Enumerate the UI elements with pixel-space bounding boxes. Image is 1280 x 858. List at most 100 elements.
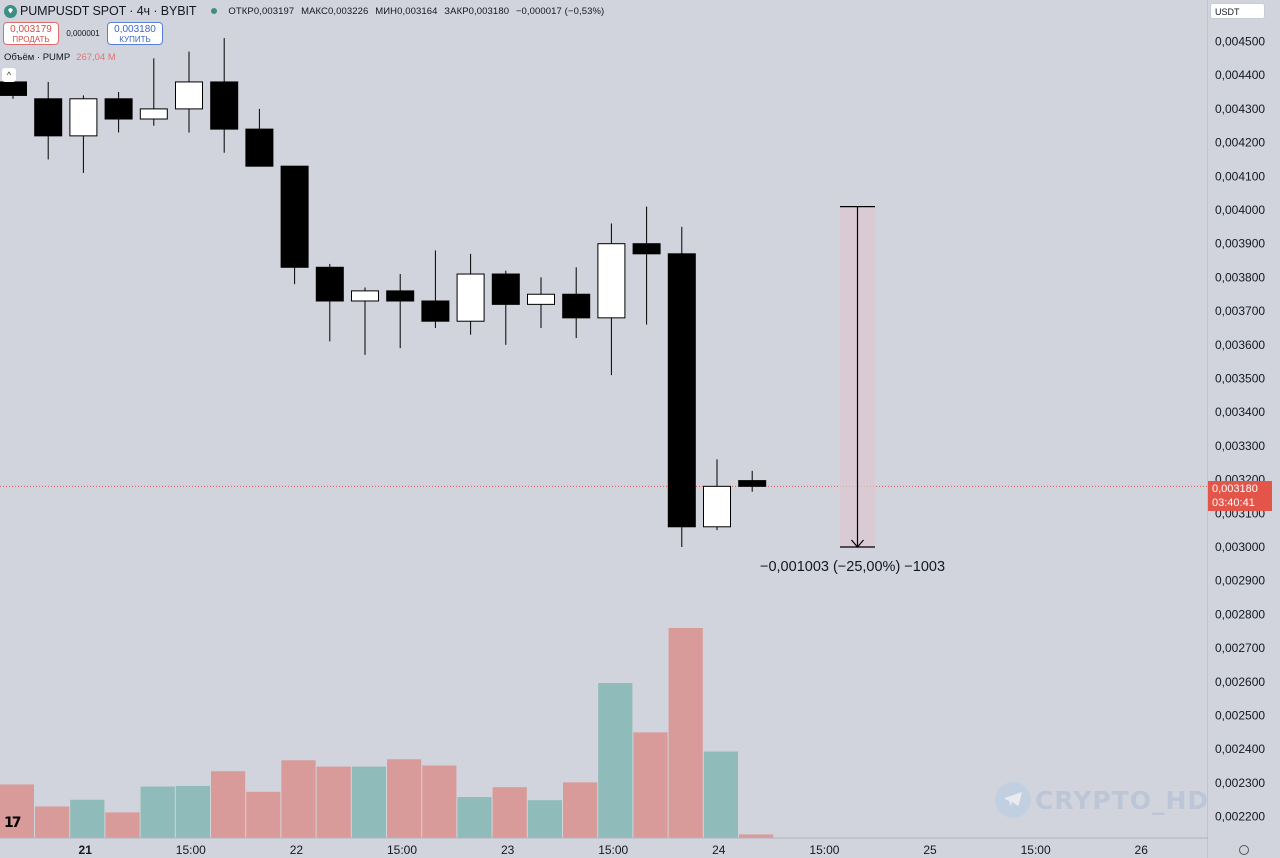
price-tick-label: 0,002900	[1215, 574, 1265, 588]
price-tick-label: 0,003400	[1215, 405, 1265, 419]
time-tick-label: 23	[501, 843, 515, 857]
symbol-logo-icon	[4, 4, 17, 18]
volume-bar	[739, 834, 774, 838]
buy-button[interactable]: 0,003180 КУПИТЬ	[107, 22, 163, 45]
volume-bar	[457, 797, 492, 838]
candle-body	[139, 108, 168, 120]
candle-body	[210, 81, 239, 130]
candle-body	[175, 81, 203, 110]
volume-bar	[281, 760, 316, 838]
price-tick-label: 0,002500	[1215, 709, 1265, 723]
time-tick-label: 15:00	[598, 843, 628, 857]
volume-bar	[598, 683, 633, 838]
price-tick-label: 0,002800	[1215, 607, 1265, 621]
price-tick-label: 0,004100	[1215, 169, 1265, 183]
candle	[175, 51, 203, 133]
close-label: ЗАКР	[444, 5, 469, 17]
candle	[421, 250, 450, 328]
candle-body	[34, 98, 63, 137]
time-axis[interactable]: 21 15:00 22 15:00 23 15:00 24 15:00 25 15:00 26	[79, 843, 1149, 857]
volume-bar	[316, 766, 351, 838]
candle	[667, 226, 696, 547]
open-label: ОТКР	[228, 5, 254, 17]
current-price-tag: 0,003180 03:40:41	[1208, 481, 1272, 511]
price-tick-label: 0,004500	[1215, 35, 1265, 49]
price-tick-label: 0,004400	[1215, 68, 1265, 82]
candle	[139, 58, 168, 126]
collapse-legend-icon[interactable]: ^	[2, 68, 16, 82]
candle	[632, 206, 661, 325]
volume-bar	[422, 765, 457, 838]
watermark: CRYPTO_HD	[995, 782, 1209, 818]
volume-bar	[105, 812, 140, 838]
tradingview-logo-icon[interactable]: 17	[4, 815, 22, 831]
low-label: МИН	[375, 5, 398, 17]
high-value: 0,003226	[328, 5, 369, 17]
volume-bar	[211, 771, 246, 838]
sell-button[interactable]: 0,003179 ПРОДАТЬ	[3, 22, 59, 45]
telegram-icon	[995, 782, 1031, 818]
buy-label: КУПИТЬ	[119, 35, 151, 44]
candle	[597, 223, 626, 376]
market-status-icon	[211, 8, 218, 14]
price-axis-bg	[1208, 0, 1280, 858]
time-tick-label: 15:00	[387, 843, 417, 857]
volume-bar	[387, 759, 422, 838]
sell-label: ПРОДАТЬ	[12, 35, 50, 44]
candle	[703, 459, 731, 531]
price-tick-label: 0,003000	[1215, 540, 1265, 554]
candle	[738, 470, 767, 492]
volume-bar	[563, 782, 598, 838]
candle	[34, 81, 63, 160]
candle	[104, 92, 133, 133]
candle-body	[280, 165, 309, 268]
volume-bar	[70, 799, 105, 838]
candle-body	[527, 293, 555, 305]
time-tick-label: 15:00	[809, 843, 839, 857]
candle	[456, 253, 485, 335]
time-tick-label: 21	[79, 843, 93, 857]
open-value: 0,003197	[253, 5, 295, 17]
price-tick-label: 0,002300	[1215, 776, 1265, 790]
volume-bar	[351, 766, 386, 838]
candle-body	[386, 290, 415, 302]
candle	[351, 287, 379, 355]
settings-icon[interactable]	[1239, 845, 1249, 855]
candle-body	[0, 81, 27, 96]
price-axis[interactable]: 0,004500 0,004400 0,004300 0,004200 0,004100…	[1208, 0, 1280, 858]
candle	[562, 267, 591, 339]
price-tick-label: 0,004200	[1215, 136, 1265, 150]
volume-legend[interactable]: Объём · PUMP 267,04 M	[4, 52, 116, 63]
candle	[280, 165, 309, 285]
volume-bar	[668, 628, 703, 838]
time-tick-label: 15:00	[176, 843, 206, 857]
currency-select[interactable]: USDT	[1210, 3, 1265, 19]
candle	[491, 270, 520, 345]
candle-body	[456, 273, 485, 322]
volume-bar	[246, 791, 281, 838]
price-tick-label: 0,003500	[1215, 372, 1265, 386]
symbol-title[interactable]: PUMPUSDT SPOT · 4ч · BYBIT	[20, 4, 197, 18]
price-tick-label: 0,004300	[1215, 102, 1265, 116]
price-tick-label: 0,003600	[1215, 338, 1265, 352]
candle-body	[351, 290, 379, 302]
price-tick-label: 0,003300	[1215, 439, 1265, 453]
candle-layer	[0, 38, 767, 547]
time-tick-label: 25	[923, 843, 937, 857]
symbol-header: PUMPUSDT SPOT · 4ч · BYBIT ОТКР0,003197 …	[0, 0, 1208, 22]
sell-price: 0,003179	[10, 24, 52, 35]
candle	[527, 277, 555, 328]
candle	[386, 274, 415, 349]
volume-bar	[0, 784, 35, 838]
time-tick-label: 26	[1135, 843, 1149, 857]
measure-tool[interactable]	[840, 206, 875, 548]
candle-body	[421, 300, 450, 322]
candle	[245, 108, 274, 167]
price-tick-label: 0,002200	[1215, 810, 1265, 824]
candle-body	[491, 273, 520, 305]
volume-layer	[0, 628, 774, 838]
watermark-text: CRYPTO_HD	[1035, 785, 1210, 815]
volume-bar	[175, 785, 210, 838]
candle	[210, 38, 239, 153]
